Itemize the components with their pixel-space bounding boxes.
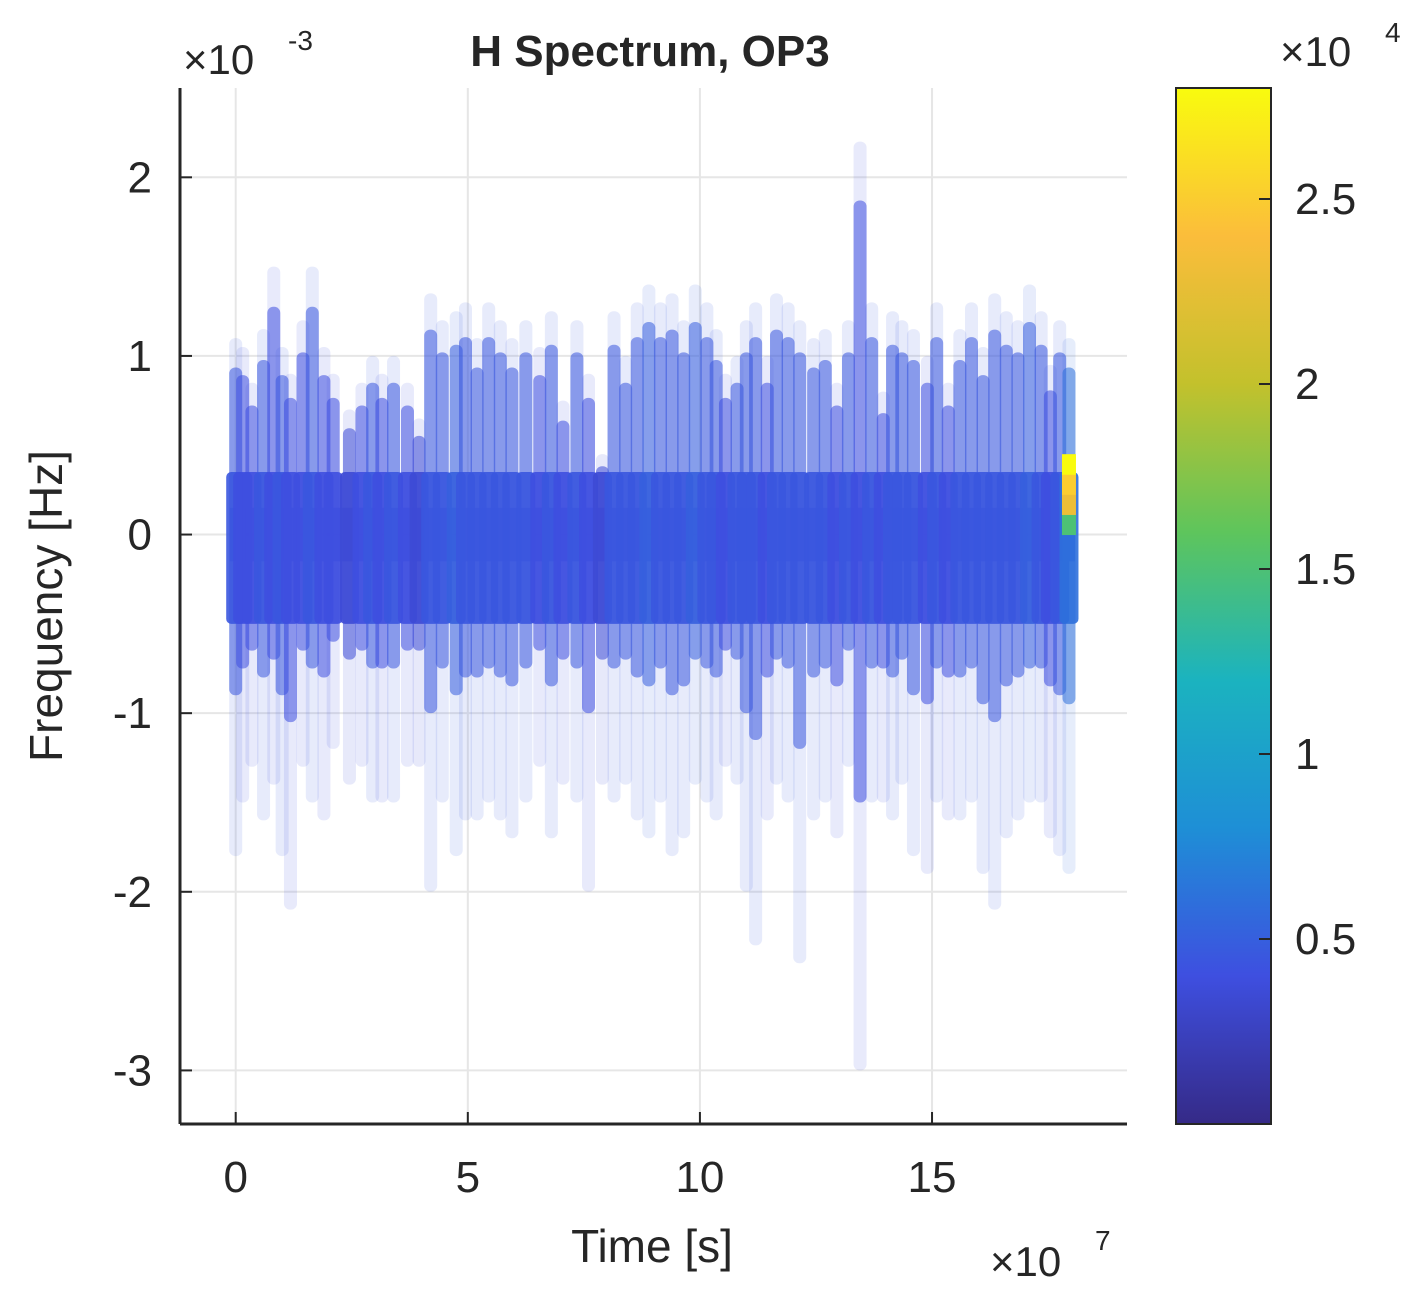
svg-text:×10: ×10 — [1280, 28, 1351, 75]
y-axis-label: Frequency [Hz] — [20, 450, 72, 762]
svg-text:×10: ×10 — [990, 1238, 1061, 1285]
spectrum-core — [323, 472, 343, 624]
hotspot-cell — [1061, 454, 1076, 475]
colorbar-tick-label: 2.5 — [1295, 175, 1356, 224]
x-tick-label: 15 — [908, 1153, 957, 1202]
colorbar: 0.5 1 1.5 2 2.5 ×10 4 — [1175, 17, 1401, 1125]
y-tick-label: -1 — [113, 689, 152, 738]
x-tick-label: 0 — [223, 1153, 247, 1202]
hotspot-cell — [1061, 514, 1076, 536]
y-tick-label: 1 — [128, 332, 152, 381]
x-axis-label: Time [s] — [571, 1220, 733, 1272]
colorbar-tick-label: 2 — [1295, 360, 1319, 409]
colorbar-multiplier: ×10 4 — [1280, 17, 1401, 75]
hotspot-cell — [1061, 494, 1076, 515]
colorbar-ticks: 0.5 1 1.5 2 2.5 — [1259, 175, 1356, 964]
x-tick-label: 10 — [675, 1153, 724, 1202]
svg-text:7: 7 — [1095, 1225, 1111, 1256]
y-tick-label: -3 — [113, 1046, 152, 1095]
colorbar-tick-label: 0.5 — [1295, 915, 1356, 964]
x-multiplier: ×10 7 — [990, 1225, 1111, 1285]
axes — [178, 88, 1127, 1126]
spectrum-data — [226, 141, 1079, 1071]
colorbar-gradient — [1175, 87, 1272, 1125]
colorbar-tick-label: 1.5 — [1295, 545, 1356, 594]
y-tick-label: 2 — [128, 153, 152, 202]
svg-text:-3: -3 — [288, 25, 313, 56]
y-ticks: -3 -2 -1 0 1 2 — [113, 153, 192, 1095]
x-ticks: 0 5 10 15 — [223, 1112, 957, 1202]
colorbar-tick-label: 1 — [1295, 730, 1319, 779]
y-tick-label: 0 — [128, 511, 152, 560]
svg-text:×10: ×10 — [183, 36, 254, 83]
y-multiplier: ×10 -3 — [183, 25, 313, 83]
y-tick-label: -2 — [113, 868, 152, 917]
svg-text:4: 4 — [1385, 17, 1401, 48]
chart-title: H Spectrum, OP3 — [470, 27, 829, 76]
x-tick-label: 5 — [456, 1153, 480, 1202]
hotspot-cell — [1061, 474, 1076, 495]
